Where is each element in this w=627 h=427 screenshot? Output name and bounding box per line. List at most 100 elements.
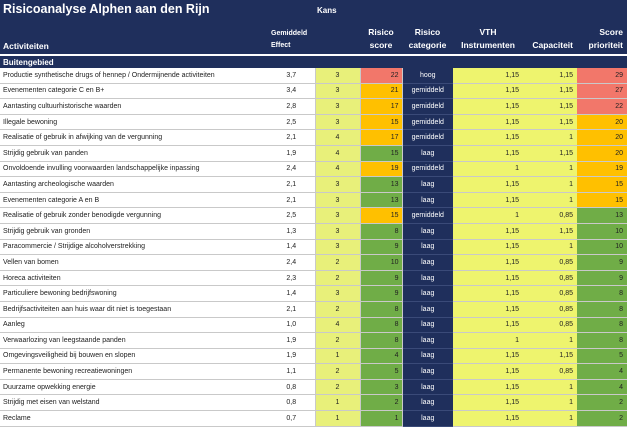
risk-score-cell: 15 (360, 207, 403, 224)
table-row: Permanente bewoning recreatiewoningen 1,… (0, 363, 627, 380)
risk-category-cell: laag (402, 254, 453, 271)
priority-score-cell: 10 (577, 223, 627, 240)
risk-score-cell: 10 (360, 254, 403, 271)
vth-cell: 1,15 (453, 270, 523, 287)
risk-category-cell: laag (402, 348, 453, 365)
section-title: Buitengebied (0, 54, 627, 68)
risk-score-cell: 8 (360, 332, 403, 349)
activity-cell: Evenementen categorie C en B+ (0, 83, 268, 100)
header-kans: Kans (315, 0, 360, 55)
risk-category-cell: laag (402, 285, 453, 302)
kans-cell: 2 (315, 332, 361, 349)
risk-category-cell: laag (402, 394, 453, 412)
risk-category-cell: laag (402, 192, 453, 209)
vth-cell: 1,15 (453, 223, 523, 240)
section-row: Buitengebied (0, 54, 627, 68)
kans-cell: 3 (315, 68, 361, 84)
vth-cell: 1,15 (453, 114, 523, 131)
effect-cell: 1,9 (268, 332, 316, 349)
risk-category-cell: laag (402, 145, 453, 162)
risk-category-cell: laag (402, 176, 453, 193)
capacity-cell: 1 (523, 192, 577, 209)
header-title-row: Risicoanalyse Alphen aan den Rijn Kans (0, 0, 627, 55)
vth-cell: 1,15 (453, 348, 523, 365)
effect-cell: 1,4 (268, 285, 316, 302)
risk-score-cell: 8 (360, 301, 403, 318)
effect-cell: 3,7 (268, 68, 316, 84)
capacity-cell: 1 (523, 394, 577, 412)
activity-cell: Particuliere bewoning bedrijfswoning (0, 285, 268, 302)
capacity-cell: 0,85 (523, 363, 577, 380)
effect-cell: 2,1 (268, 192, 316, 209)
priority-score-cell: 10 (577, 239, 627, 256)
priority-score-cell: 9 (577, 270, 627, 287)
priority-score-cell: 4 (577, 379, 627, 396)
activity-cell: Strijdig gebruik van gronden (0, 223, 268, 240)
vth-cell: 1,15 (453, 239, 523, 256)
header-capaciteit: Capaciteit (523, 26, 577, 55)
table-row: Omgevingsveiligheid bij bouwen en slopen… (0, 348, 627, 365)
risk-category-cell: gemiddeld (402, 98, 453, 115)
kans-cell: 3 (315, 239, 361, 256)
risk-score-cell: 13 (360, 176, 403, 193)
vth-cell: 1,15 (453, 129, 523, 146)
effect-cell: 1,4 (268, 239, 316, 256)
capacity-cell: 1,15 (523, 145, 577, 162)
priority-score-cell: 8 (577, 285, 627, 302)
risk-category-cell: gemiddeld (402, 129, 453, 146)
risk-category-cell: laag (402, 223, 453, 240)
table-row: Strijdig met eisen van welstand 0,8 1 2 … (0, 394, 627, 412)
vth-cell: 1,15 (453, 192, 523, 209)
activity-cell: Verwaarlozing van leegstaande panden (0, 332, 268, 349)
capacity-cell: 1,15 (523, 348, 577, 365)
vth-cell: 1,15 (453, 68, 523, 84)
risk-category-cell: gemiddeld (402, 83, 453, 100)
priority-score-cell: 22 (577, 98, 627, 115)
risk-score-cell: 9 (360, 270, 403, 287)
activity-cell: Realisatie of gebruik in afwijking van d… (0, 129, 268, 146)
risk-score-cell: 17 (360, 129, 403, 146)
kans-cell: 3 (315, 98, 361, 115)
risk-category-cell: laag (402, 363, 453, 380)
kans-cell: 3 (315, 192, 361, 209)
kans-cell: 3 (315, 83, 361, 100)
vth-cell: 1,15 (453, 176, 523, 193)
priority-score-cell: 20 (577, 145, 627, 162)
table-row: Illegale bewoning 2,5 3 15 gemiddeld 1,1… (0, 114, 627, 131)
capacity-cell: 1 (523, 379, 577, 396)
risk-category-cell: hoog (402, 68, 453, 84)
table-row: Aantasting cultuurhistorische waarden 2,… (0, 98, 627, 115)
kans-cell: 2 (315, 254, 361, 271)
table-row: Aanleg 1,0 4 8 laag 1,15 0,85 8 (0, 317, 627, 334)
table-row: Vellen van bomen 2,4 2 10 laag 1,15 0,85… (0, 254, 627, 271)
risk-score-cell: 3 (360, 379, 403, 396)
risk-category-cell: laag (402, 239, 453, 256)
risk-category-cell: laag (402, 410, 453, 427)
risk-category-cell: gemiddeld (402, 207, 453, 224)
priority-score-cell: 9 (577, 254, 627, 271)
table-row: Strijdig gebruik van panden 1,9 4 15 laa… (0, 145, 627, 162)
kans-cell: 3 (315, 285, 361, 302)
risk-category-cell: laag (402, 379, 453, 396)
activity-cell: Horeca activiteiten (0, 270, 268, 287)
effect-cell: 1,9 (268, 348, 316, 365)
risk-score-cell: 1 (360, 410, 403, 427)
capacity-cell: 1,15 (523, 83, 577, 100)
activity-cell: Strijdig met eisen van welstand (0, 394, 268, 412)
capacity-cell: 0,85 (523, 270, 577, 287)
risk-category-cell: laag (402, 317, 453, 334)
effect-cell: 0,8 (268, 379, 316, 396)
kans-cell: 4 (315, 161, 361, 178)
vth-cell: 1,15 (453, 83, 523, 100)
capacity-cell: 0,85 (523, 317, 577, 334)
capacity-cell: 1 (523, 239, 577, 256)
activity-cell: Illegale bewoning (0, 114, 268, 131)
vth-cell: 1,15 (453, 363, 523, 380)
vth-cell: 1,15 (453, 379, 523, 396)
header-score-prioriteit: Score prioriteit (577, 26, 627, 55)
risk-category-cell: gemiddeld (402, 114, 453, 131)
vth-cell: 1,15 (453, 317, 523, 334)
table-row: Aantasting archeologische waarden 2,1 3 … (0, 176, 627, 193)
risk-score-cell: 2 (360, 394, 403, 412)
